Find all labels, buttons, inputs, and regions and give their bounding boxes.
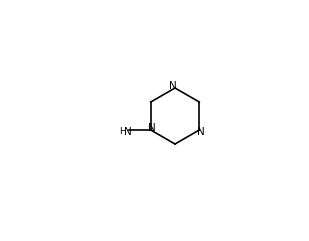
Text: N: N [124, 127, 132, 137]
Text: N: N [169, 81, 176, 91]
Text: H: H [119, 127, 126, 136]
Text: N: N [149, 123, 156, 134]
Text: N: N [197, 127, 205, 137]
